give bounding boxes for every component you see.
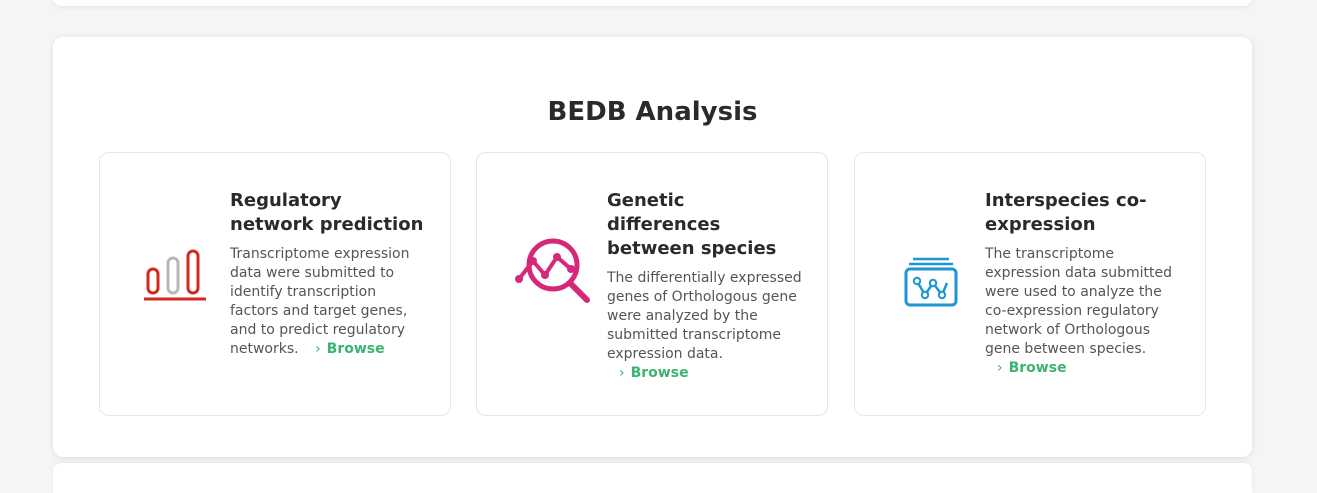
previous-section-panel [53,0,1252,6]
card-title: Regulatory network prediction [230,190,424,235]
card-description: The differentially expressed genes of Or… [607,270,802,362]
section-title: BEDB Analysis [547,97,758,127]
browse-link[interactable]: › Browse [997,359,1180,378]
browse-link[interactable]: › Browse [315,340,385,359]
card-description: Transcriptome expression data were submi… [230,246,410,357]
browse-label: Browse [630,365,689,381]
card-genetic-differences: Genetic differences between species The … [476,152,828,416]
bar-chart-icon [130,231,220,311]
browse-label: Browse [326,341,385,357]
next-section-panel [53,463,1252,493]
search-analysis-icon [507,231,597,311]
card-description: The transcriptome expression data submit… [985,246,1173,357]
card-title: Genetic differences between species [607,190,777,259]
chevron-right-icon: › [997,360,1003,376]
card-interspecies-coexpression: Interspecies co-expression The transcrip… [854,152,1206,416]
card-regulatory-network: Regulatory network prediction Transcript… [99,152,451,416]
chevron-right-icon: › [315,341,321,357]
chevron-right-icon: › [619,365,625,381]
network-monitor-icon [885,231,975,311]
browse-label: Browse [1008,360,1067,376]
analysis-section: BEDB Analysis Regulatory network predict… [53,37,1252,457]
browse-link[interactable]: › Browse [619,364,689,383]
card-title: Interspecies co-expression [985,190,1147,235]
